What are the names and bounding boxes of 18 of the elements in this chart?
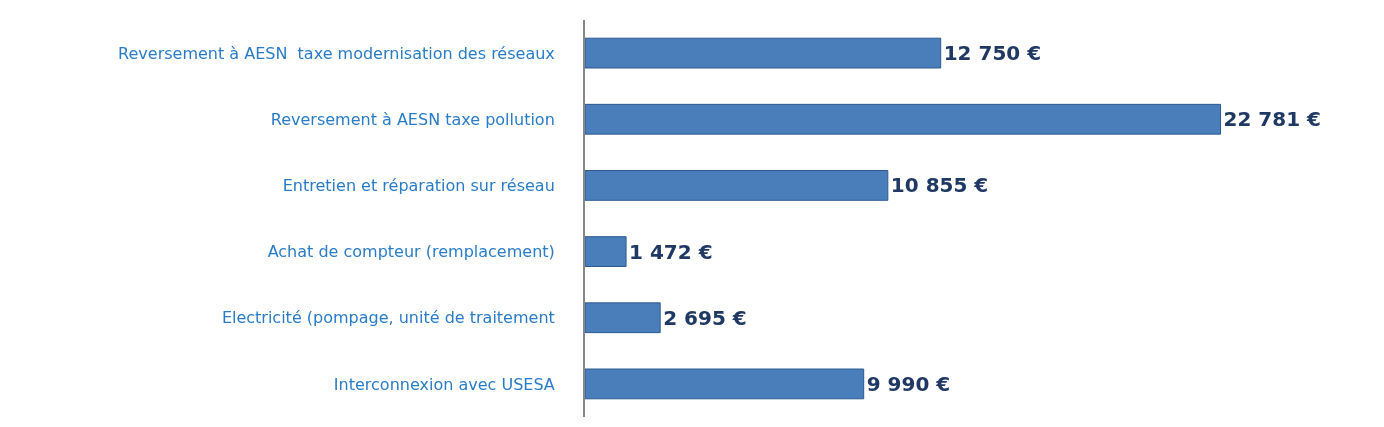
bar — [585, 236, 627, 267]
y-tick-label: Electricité (pompage, unité de traitement — [221, 308, 555, 328]
bar — [585, 103, 1222, 135]
data-label: 1 472 € — [629, 239, 713, 264]
bar — [585, 170, 889, 201]
y-tick-label: Entretien et réparation sur réseau — [282, 176, 555, 196]
data-label: 12 750 € — [943, 41, 1042, 66]
bar — [585, 37, 942, 69]
data-label: 22 781 € — [1223, 107, 1321, 132]
data-label: 10 855 € — [890, 173, 989, 198]
y-tick-label: Reversement à AESN taxe pollution — [270, 109, 555, 129]
data-label: 2 695 € — [663, 305, 747, 330]
bar — [585, 368, 865, 400]
y-tick-label: Achat de compteur (remplacement) — [267, 242, 555, 262]
bar — [585, 302, 661, 334]
data-label: 9 990 € — [866, 371, 951, 396]
y-tick-label: Interconnexion avec USESA — [333, 374, 555, 394]
y-tick-label: Reversement à AESN taxe modernisation des réseaux — [118, 43, 555, 63]
